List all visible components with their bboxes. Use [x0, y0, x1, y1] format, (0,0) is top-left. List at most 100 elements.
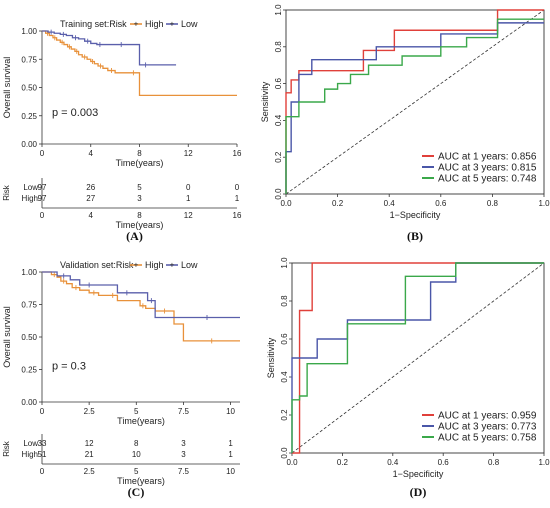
- y-axis-title: Overall survival: [2, 57, 12, 119]
- risk-count: 8: [134, 439, 139, 448]
- x-axis-title: Time(years): [116, 158, 164, 168]
- y-tick-label: 1.00: [21, 27, 37, 36]
- legend-swatch-cross: +: [134, 20, 139, 29]
- legend-label-low: Low: [181, 260, 198, 270]
- y-tick-label: 1.00: [21, 268, 37, 277]
- roc-curve-2: [285, 22, 544, 194]
- x-tick-label: 0.8: [488, 458, 500, 467]
- y-axis-title: Overall survival: [2, 306, 12, 368]
- risk-count: 26: [86, 183, 95, 192]
- x-tick-label: 2.5: [84, 407, 96, 416]
- legend-label-low: Low: [181, 19, 198, 29]
- km-curve-low: [42, 271, 240, 319]
- y-tick-label: 0.25: [21, 366, 37, 375]
- panel-label: (D): [410, 485, 427, 499]
- x-axis-title: 1−Specificity: [390, 210, 441, 220]
- diagonal-reference: [285, 9, 545, 195]
- x-tick-label: 7.5: [178, 407, 190, 416]
- x-tick-label: 10: [226, 407, 235, 416]
- y-tick-label: 1.0: [274, 4, 283, 16]
- y-tick-label: 0.8: [274, 41, 283, 53]
- p-value: p = 0.003: [52, 107, 98, 119]
- legend-swatch-cross: +: [134, 261, 139, 270]
- risk-x-axis-title: Time(years): [116, 220, 164, 230]
- risk-count: 3: [181, 439, 186, 448]
- y-axis-title: Sensitivity: [266, 337, 276, 378]
- risk-count: 97: [38, 183, 47, 192]
- legend-label: AUC at 5 years: 0.748: [438, 174, 537, 185]
- y-tick-label: 0.4: [274, 114, 283, 126]
- x-tick-label: 0.0: [286, 458, 298, 467]
- legend-label: AUC at 5 years: 0.758: [438, 433, 537, 444]
- y-tick-label: 0.2: [280, 409, 289, 421]
- risk-row-label-high: High: [22, 194, 38, 203]
- roc-curve-1: [285, 9, 544, 194]
- y-tick-label: 0.8: [280, 295, 289, 307]
- x-tick-label: 0.4: [387, 458, 399, 467]
- x-tick-label: 1.0: [538, 199, 550, 208]
- x-tick-label: 12: [184, 149, 193, 158]
- risk-count: 1: [228, 439, 233, 448]
- roc-curve-3: [291, 262, 544, 453]
- risk-x-tick-label: 8: [137, 211, 142, 220]
- risk-count: 12: [85, 439, 94, 448]
- risk-row-label-low: Low: [23, 183, 38, 192]
- p-value: p = 0.3: [52, 361, 86, 373]
- legend-label-high: High: [145, 260, 164, 270]
- km-curve-high: [42, 30, 237, 97]
- risk-count: 3: [181, 450, 186, 459]
- y-tick-label: 0.25: [21, 112, 37, 121]
- x-tick-label: 0.4: [384, 199, 396, 208]
- risk-row-label-low: Low: [23, 439, 38, 448]
- y-tick-label: 0.0: [274, 188, 283, 200]
- risk-x-tick-label: 16: [233, 211, 242, 220]
- risk-x-tick-label: 0: [40, 211, 45, 220]
- legend-label-high: High: [145, 19, 164, 29]
- y-tick-label: 0.50: [21, 333, 37, 342]
- legend-label: AUC at 3 years: 0.773: [438, 422, 537, 433]
- risk-count: 0: [186, 183, 191, 192]
- risk-x-tick-label: 4: [89, 211, 94, 220]
- x-axis-title: Time(years): [117, 416, 165, 426]
- x-tick-label: 8: [137, 149, 142, 158]
- risk-count: 27: [86, 194, 95, 203]
- x-tick-label: 16: [233, 149, 242, 158]
- panel-label: (C): [128, 485, 145, 499]
- risk-count: 33: [38, 439, 47, 448]
- risk-count: 1: [228, 450, 233, 459]
- roc-curve-3: [285, 18, 544, 194]
- risk-x-tick-label: 5: [134, 467, 139, 476]
- x-tick-label: 0.2: [332, 199, 344, 208]
- risk-count: 21: [85, 450, 94, 459]
- x-tick-label: 4: [89, 149, 94, 158]
- y-tick-label: 0.50: [21, 84, 37, 93]
- km-curve-high: [42, 271, 240, 342]
- risk-count: 10: [132, 450, 141, 459]
- legend-title: Training set:Risk: [60, 19, 127, 29]
- x-tick-label: 0.8: [487, 199, 499, 208]
- km-curve-low: [42, 30, 177, 66]
- x-tick-label: 1.0: [538, 458, 550, 467]
- y-tick-label: 0.75: [21, 301, 37, 310]
- y-tick-label: 0.2: [274, 151, 283, 163]
- risk-row-label-high: High: [22, 450, 38, 459]
- x-tick-label: 0.6: [435, 199, 447, 208]
- risk-count: 1: [235, 194, 240, 203]
- y-tick-label: 0.75: [21, 55, 37, 64]
- y-tick-label: 0.6: [274, 77, 283, 89]
- x-tick-label: 0.6: [438, 458, 450, 467]
- risk-x-tick-label: 0: [40, 467, 45, 476]
- legend-label: AUC at 3 years: 0.815: [438, 163, 537, 174]
- risk-x-tick-label: 12: [184, 211, 193, 220]
- x-tick-label: 5: [134, 407, 139, 416]
- x-axis-title: 1−Specificity: [393, 469, 444, 479]
- y-tick-label: 1.0: [280, 257, 289, 269]
- panel-label: (B): [407, 229, 423, 243]
- risk-count: 0: [235, 183, 240, 192]
- legend-swatch-cross: +: [170, 20, 175, 29]
- y-tick-label: 0.4: [280, 371, 289, 383]
- y-tick-label: 0.0: [280, 447, 289, 459]
- diagonal-reference: [291, 262, 545, 454]
- x-tick-label: 0.2: [337, 458, 349, 467]
